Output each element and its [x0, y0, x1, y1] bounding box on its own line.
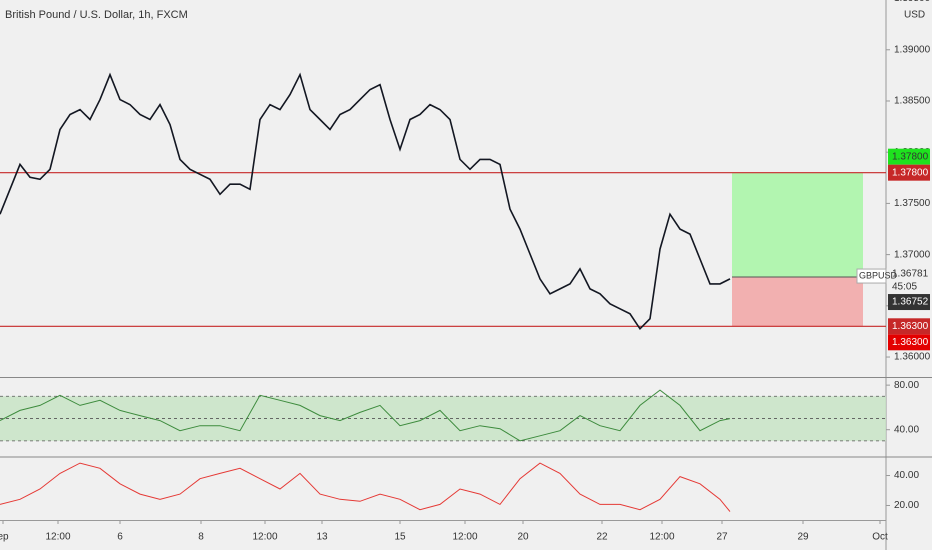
series-line: [0, 462, 731, 512]
y-tick-label: 1.39500: [894, 0, 931, 4]
profit-zone: [732, 172, 863, 278]
y-tick-label: 1.37000: [894, 249, 931, 260]
stop-label: 1.36300: [892, 337, 929, 348]
y-tick-label: 1.37500: [894, 198, 931, 209]
countdown: 45:05: [892, 282, 917, 293]
last-price-box: [888, 294, 930, 311]
x-tick-label: 15: [394, 532, 406, 543]
y-tick-label: 1.39000: [894, 44, 931, 55]
series-line: [0, 389, 731, 442]
x-tick-label: 12:00: [452, 532, 477, 543]
x-tick-label: ep: [0, 532, 9, 543]
y-tick-label: 40.00: [894, 470, 919, 481]
x-tick-label: 27: [716, 532, 728, 543]
y-tick-label: 1.36000: [894, 352, 931, 363]
level-label-box: [888, 318, 930, 335]
target-label-box: [888, 148, 930, 165]
x-tick-label: 22: [596, 532, 608, 543]
entry-label: 1.36781: [892, 269, 929, 280]
level-label: 1.37800: [892, 167, 929, 178]
x-tick-label: 8: [198, 532, 204, 543]
target-label: 1.37800: [892, 151, 929, 162]
y-tick-label: 80.00: [894, 380, 919, 391]
x-tick-label: Oct: [872, 532, 888, 543]
symbol-box: [856, 268, 887, 284]
loss-zone: [732, 277, 863, 327]
last-price-label: 1.36752: [892, 297, 929, 308]
y-tick-label: 40.00: [894, 424, 919, 435]
x-tick-label: 29: [797, 532, 809, 543]
symbol-label: GBPUSD: [859, 270, 898, 280]
y-tick-label: 20.00: [894, 500, 919, 511]
x-tick-label: 12:00: [649, 532, 674, 543]
stop-label-box: [888, 334, 930, 351]
x-tick-label: 13: [316, 532, 328, 543]
level-label: 1.36300: [892, 321, 929, 332]
x-tick-label: 12:00: [252, 532, 277, 543]
chart-title: British Pound / U.S. Dollar, 1h, FXCM: [5, 9, 188, 21]
series-line: [0, 72, 731, 331]
currency: USD: [904, 10, 925, 21]
x-tick-label: 12:00: [45, 532, 70, 543]
y-tick-label: 1.38500: [894, 96, 931, 107]
x-tick-label: 6: [117, 532, 123, 543]
level-label-box: [888, 164, 930, 181]
x-tick-label: 20: [517, 532, 529, 543]
